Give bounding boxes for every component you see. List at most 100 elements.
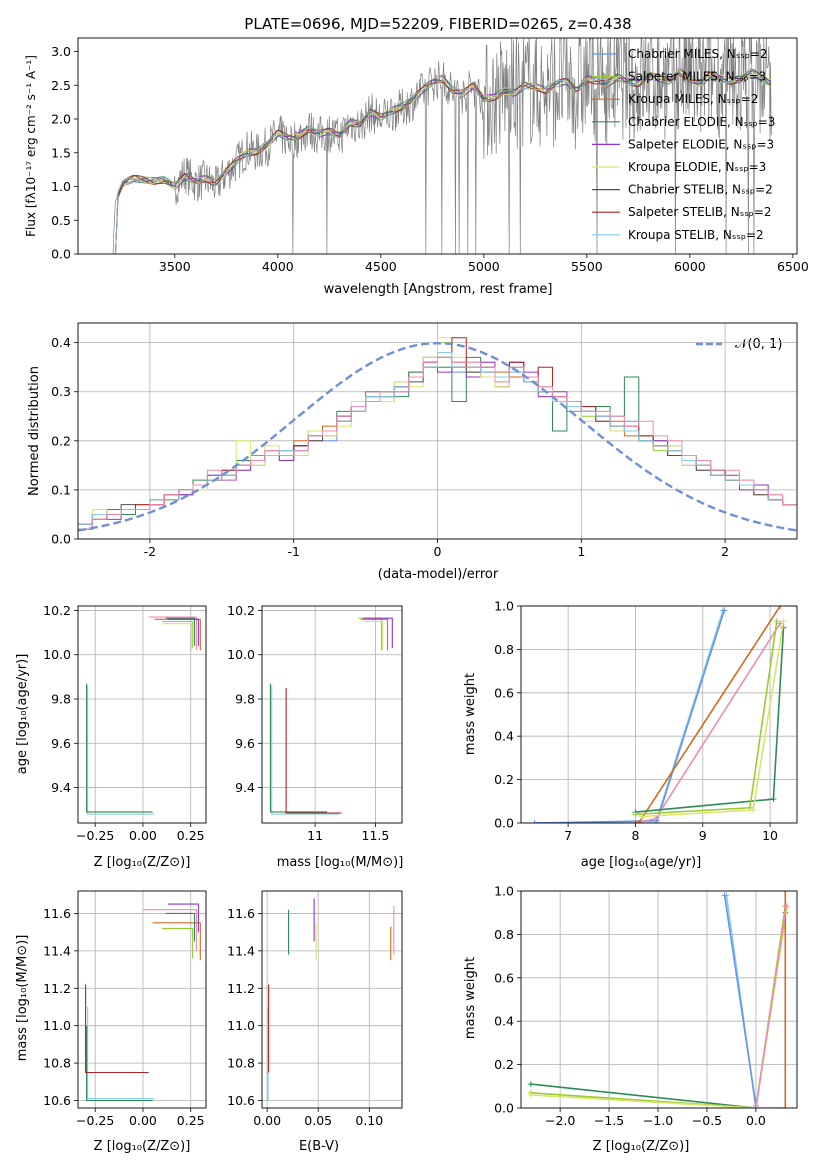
age-vs-mass-xtick-label: 11.5 <box>362 828 390 843</box>
spectrum-ytick-label: 0.5 <box>51 213 71 228</box>
mass-vs-EBV-ytick-label: 11.4 <box>227 943 255 958</box>
weight-vs-age-ytick-label: 0.0 <box>494 816 514 831</box>
weight-vs-Z-xtick-label: 0.0 <box>746 1113 766 1128</box>
weight-vs-age-weight-line <box>635 622 781 823</box>
age-vs-Z-frame <box>77 605 207 824</box>
mass-vs-Z-panel: Z [log₁₀(Z/Z⊙)] mass [log₁₀(M/M⊙)] <box>15 935 190 1154</box>
figure-title: PLATE=0696, MJD=52209, FIBERID=0265, z=0… <box>244 15 631 33</box>
weight-vs-age-ytick-label: 0.8 <box>494 642 514 657</box>
age-vs-mass-ytick-label: 9.4 <box>235 780 255 795</box>
spectrum-ytick-label: 1.5 <box>51 145 71 160</box>
residuals-ytick-label: 0.0 <box>51 532 71 547</box>
weight-vs-age-ylabel: mass weight <box>463 673 478 755</box>
weight-vs-age-xtick-label: 7 <box>564 828 572 843</box>
age-vs-mass-ytick-label: 10.0 <box>227 647 255 662</box>
age-vs-mass-step-line <box>361 618 389 651</box>
weight-vs-Z-ytick-label: 0.2 <box>494 1057 514 1072</box>
spectrum-legend-label: Chabrier ELODIE, Nₛₛₚ=3 <box>628 115 775 129</box>
mass-vs-Z-marks <box>85 903 201 1102</box>
age-vs-Z-ylabel: age [log₁₀(age/yr)] <box>15 654 30 775</box>
spectrum-model-line <box>113 69 771 254</box>
weight-vs-Z-weight-line <box>723 895 757 1106</box>
weight-vs-Z-ytick-label: 0.6 <box>494 970 514 985</box>
age-vs-Z-ytick-label: 10.2 <box>43 603 71 618</box>
weight-vs-age-xlabel: age [log₁₀(age/yr)] <box>581 855 702 870</box>
spectrum-ytick-label: 0.0 <box>51 247 71 262</box>
spectrum-xtick-label: 5500 <box>571 259 603 274</box>
age-vs-mass-step-line <box>358 617 383 651</box>
spectrum-legend-label: Kroupa STELIB, Nₛₛₚ=2 <box>628 228 764 242</box>
mass-vs-EBV-ytick-label: 11.6 <box>227 906 255 921</box>
mass-vs-Z-step-line <box>167 903 199 933</box>
weight-vs-age-frame <box>520 605 798 824</box>
mass-vs-Z-xlabel: Z [log₁₀(Z/Z⊙)] <box>94 1139 191 1154</box>
spectrum-xtick-label: 3500 <box>159 259 191 274</box>
spectrum-axes: 3500 4000 4500 5000 5500 6000 6500 0.0 0.5 1.0 1.5… <box>51 44 809 274</box>
age-vs-Z-ytick-label: 9.6 <box>51 736 71 751</box>
residuals-panel: (data-model)/error Normed distribution 𝒩… <box>27 337 782 582</box>
age-vs-mass-xlabel: mass [log₁₀(M/M⊙)] <box>277 855 404 870</box>
age-vs-Z-ytick-label: 9.8 <box>51 692 71 707</box>
weight-vs-age-xtick-label: 10 <box>762 828 778 843</box>
mass-vs-EBV-frame <box>261 890 403 1109</box>
mass-vs-Z-ytick-label: 10.6 <box>43 1093 71 1108</box>
mass-vs-Z-step-line <box>86 1025 153 1102</box>
mass-vs-EBV-ytick-label: 10.8 <box>227 1056 255 1071</box>
age-vs-mass-marks <box>269 617 393 815</box>
age-vs-mass-ytick-label: 10.2 <box>227 603 255 618</box>
weight-vs-Z-frame <box>520 890 798 1109</box>
age-vs-Z-marks <box>86 616 201 815</box>
weight-vs-Z-ytick-label: 1.0 <box>494 884 514 899</box>
mass-vs-EBV-xtick-label: 0.00 <box>253 1113 281 1128</box>
weight-vs-age-marks <box>531 606 787 823</box>
mass-vs-Z-step-line <box>152 922 201 961</box>
spectrum-legend-label: Salpeter MILES, Nₛₛₚ=3 <box>628 70 766 84</box>
residuals-xlabel: (data-model)/error <box>378 567 499 582</box>
age-vs-mass-step-line <box>269 683 328 813</box>
age-vs-mass-axes: 11 11.5 9.4 9.6 9.8 10.0 10.2 <box>227 603 402 843</box>
age-vs-Z-axes: −0.25 0.00 0.25 9.4 9.6 9.8 10.0 10.2 <box>43 603 206 843</box>
spectrum-xtick-label: 4500 <box>365 259 397 274</box>
mass-vs-Z-step-line <box>165 912 196 942</box>
mass-vs-Z-step-line <box>162 927 194 959</box>
mass-vs-Z-axes: −0.25 0.00 0.25 10.6 10.8 11.0 11.2 11.4 11.6 <box>43 891 206 1128</box>
spectrum-ylabel: Flux [fλ10⁻¹⁷ erg cm⁻² s⁻¹ A⁻¹] <box>24 55 38 237</box>
spectrum-xtick-label: 6000 <box>674 259 706 274</box>
mass-vs-Z-step-line <box>143 909 197 951</box>
weight-vs-Z-weight-line <box>725 895 786 1108</box>
age-vs-Z-step-line <box>167 618 199 646</box>
spectrum-xlabel: wavelength [Angstrom, rest frame] <box>324 282 553 297</box>
residuals-frame <box>77 322 798 540</box>
residuals-xtick-label: -2 <box>144 544 156 559</box>
residuals-ytick-label: 0.2 <box>51 433 71 448</box>
mass-vs-Z-step-line <box>85 984 149 1074</box>
weight-vs-age-ytick-label: 0.6 <box>494 685 514 700</box>
mass-vs-Z-ylabel: mass [log₁₀(M/M⊙)] <box>15 935 30 1062</box>
mass-vs-EBV-axes: 0.00 0.05 0.10 10.6 10.8 11.0 11.2 11.4 11.6 <box>227 891 402 1128</box>
chart-marks: 3500 4000 4500 5000 5500 6000 6500 0.0 0.5 1.0 1.5… <box>43 37 809 1128</box>
weight-vs-Z-axes: −2.0 −1.5 −1.0 −0.5 0.0 0.0 0.2 0.4 0.6 0.8 1.0 <box>494 884 797 1128</box>
age-vs-Z-step-line <box>165 617 196 646</box>
weight-vs-Z-weight-line <box>530 906 788 1108</box>
residuals-xtick-label: 1 <box>577 544 585 559</box>
mass-vs-EBV-ytick-label: 11.0 <box>227 1018 255 1033</box>
age-vs-Z-panel: Z [log₁₀(Z/Z⊙)] age [log₁₀(age/yr)] <box>15 654 190 870</box>
age-vs-mass-ytick-label: 9.8 <box>235 692 255 707</box>
age-vs-mass-step-line <box>363 617 393 649</box>
spectrum-legend-label: Salpeter ELODIE, Nₛₛₚ=3 <box>628 137 774 151</box>
residuals-xtick-label: 2 <box>721 544 729 559</box>
weight-vs-Z-ytick-label: 0.8 <box>494 927 514 942</box>
mass-vs-EBV-marks <box>267 898 395 1101</box>
weight-vs-Z-xtick-label: −0.5 <box>692 1113 722 1128</box>
age-vs-Z-step-line <box>162 623 193 651</box>
weight-vs-Z-xtick-label: −2.0 <box>545 1113 575 1128</box>
spectrum-xtick-label: 5000 <box>468 259 500 274</box>
mass-vs-Z-xtick-label: −0.25 <box>76 1113 114 1128</box>
age-vs-mass-xtick-label: 11 <box>307 828 323 843</box>
weight-vs-Z-weight-line <box>755 906 787 1108</box>
mass-vs-Z-frame <box>77 890 207 1109</box>
weight-vs-Z-marks <box>527 891 791 1108</box>
weight-vs-Z-xtick-label: −1.5 <box>594 1113 624 1128</box>
weight-vs-age-ytick-label: 0.4 <box>494 729 514 744</box>
